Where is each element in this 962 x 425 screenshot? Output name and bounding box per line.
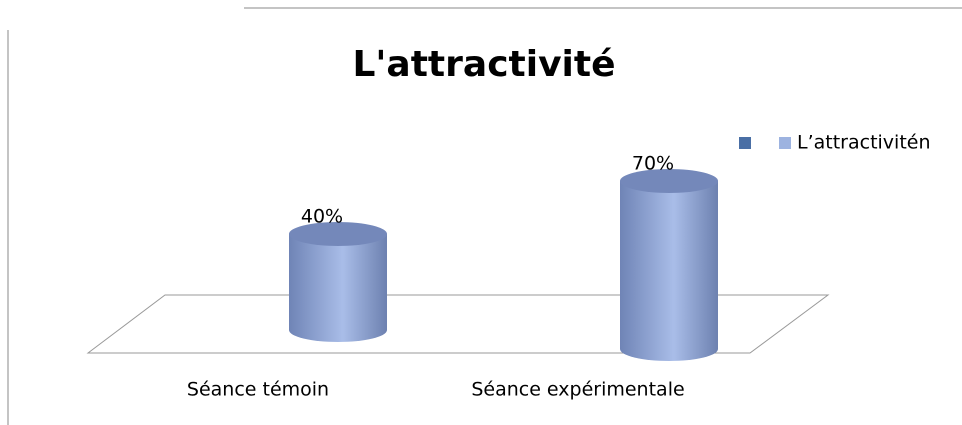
bar-top bbox=[620, 169, 718, 193]
data-label: 40% bbox=[301, 206, 343, 228]
data-label: 70% bbox=[632, 153, 674, 175]
legend-label: L’attractivitén bbox=[797, 132, 931, 154]
bar-top bbox=[289, 222, 387, 246]
floor bbox=[86, 294, 830, 354]
bar bbox=[289, 222, 387, 342]
bar bbox=[620, 169, 718, 361]
legend-swatch bbox=[739, 137, 751, 149]
chart-title: L'attractivité bbox=[352, 44, 615, 85]
x-tick-label: Séance témoin bbox=[187, 379, 329, 401]
bar-body bbox=[289, 234, 387, 342]
x-tick-label: Séance expérimentale bbox=[471, 379, 684, 401]
bar-body bbox=[620, 181, 718, 361]
legend-swatch bbox=[779, 137, 791, 149]
